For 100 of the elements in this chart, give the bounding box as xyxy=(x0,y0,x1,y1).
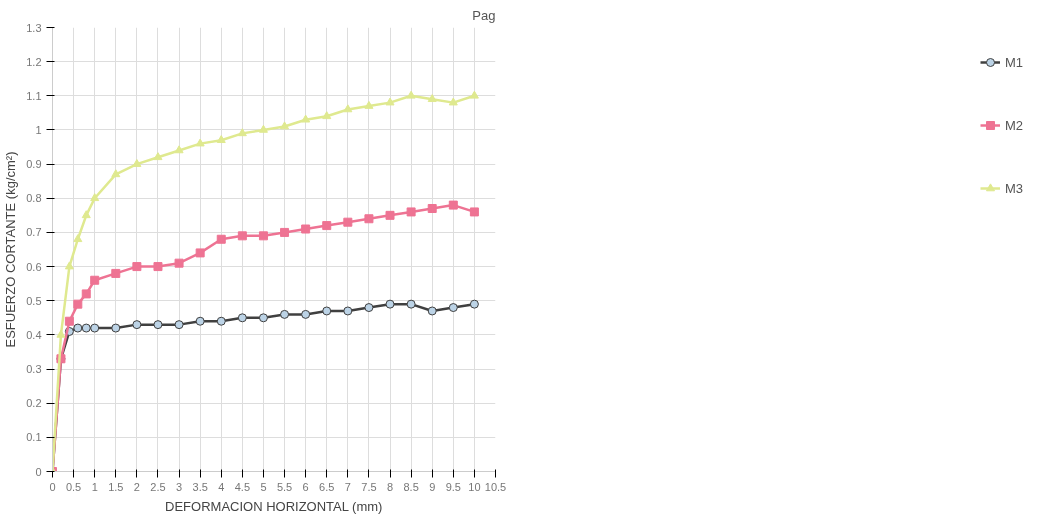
y-tick-label: 0.3 xyxy=(26,363,42,376)
point xyxy=(195,138,205,147)
point xyxy=(73,234,83,243)
x-tick-label: 2.5 xyxy=(150,480,166,493)
x-tick-label: 6.5 xyxy=(319,480,335,493)
legend-label: M1 xyxy=(1005,53,1025,72)
point xyxy=(216,316,226,326)
x-tick-label: 5.5 xyxy=(276,480,293,493)
x-tick-label: 0 xyxy=(49,480,56,493)
x-tick-label: 4 xyxy=(218,480,225,493)
point xyxy=(343,104,353,113)
y-axis-title: ESFUERZO CORTANTE (kg/cm²) xyxy=(3,151,19,348)
y-tick-label: 0.5 xyxy=(26,294,42,307)
point xyxy=(237,128,247,137)
x-tick-label: 7.5 xyxy=(361,480,377,493)
point xyxy=(195,316,205,326)
point xyxy=(280,121,290,130)
point xyxy=(153,152,163,161)
x-tick-label: 8 xyxy=(386,480,394,493)
point xyxy=(132,159,142,167)
point xyxy=(322,221,332,231)
y-tick-label: 0 xyxy=(35,465,42,478)
x-tick-label: 5 xyxy=(260,480,267,493)
point xyxy=(90,323,100,333)
point xyxy=(64,316,74,326)
point xyxy=(132,320,142,330)
point xyxy=(73,299,83,309)
point xyxy=(73,323,83,333)
point xyxy=(153,262,163,272)
legend-label: M3 xyxy=(1005,179,1025,198)
point xyxy=(427,204,437,214)
y-tick-label: 0.9 xyxy=(26,158,42,171)
point xyxy=(153,320,163,330)
x-tick-label: 9 xyxy=(429,480,436,493)
point xyxy=(469,299,479,309)
point xyxy=(174,145,184,154)
point xyxy=(469,207,479,217)
x-tick-label: 1.5 xyxy=(108,480,124,493)
y-tick-label: 1.3 xyxy=(26,21,42,34)
y-tick-label: 0.8 xyxy=(26,192,42,205)
point xyxy=(64,261,74,270)
point xyxy=(237,231,247,241)
y-tick-label: 0.1 xyxy=(26,431,42,444)
point xyxy=(427,306,437,316)
point xyxy=(322,306,332,316)
point xyxy=(448,200,458,210)
point xyxy=(364,100,374,109)
point xyxy=(258,313,268,323)
legend-label: M2 xyxy=(1005,116,1025,135)
point xyxy=(364,214,374,224)
point xyxy=(258,124,268,133)
point xyxy=(111,323,121,333)
point xyxy=(385,210,395,220)
x-tick-label: 1 xyxy=(91,480,98,493)
point xyxy=(406,90,416,99)
x-tick-label: 2 xyxy=(133,480,140,493)
point xyxy=(343,306,353,316)
x-tick-label: 7 xyxy=(344,480,351,493)
point xyxy=(343,217,353,227)
point xyxy=(195,248,205,258)
point xyxy=(216,234,226,244)
point xyxy=(237,313,247,323)
y-tick-label: 1.1 xyxy=(26,89,42,102)
point xyxy=(301,114,311,123)
point xyxy=(427,94,437,103)
point xyxy=(301,309,311,319)
y-tick-label: 0.6 xyxy=(26,260,42,273)
point xyxy=(280,309,290,319)
point xyxy=(174,258,184,268)
x-tick-label: 10.5 xyxy=(484,480,507,493)
point xyxy=(216,135,226,144)
text: Pag xyxy=(472,7,496,23)
point xyxy=(81,323,91,333)
point xyxy=(469,90,479,99)
point xyxy=(406,299,416,309)
y-tick-label: 1 xyxy=(35,123,42,136)
x-tick-label: 8.5 xyxy=(403,480,419,493)
x-tick-label: 3.5 xyxy=(192,480,208,493)
point xyxy=(385,299,395,309)
y-tick-label: 1.2 xyxy=(26,55,42,68)
point xyxy=(280,227,290,237)
x-tick-label: 6 xyxy=(302,480,309,493)
x-tick-label: 10 xyxy=(468,480,481,493)
point xyxy=(111,268,121,278)
y-tick-label: 0.2 xyxy=(26,397,42,410)
point xyxy=(258,231,268,241)
x-tick-label: 9.5 xyxy=(445,480,461,493)
x-tick-label: 0.5 xyxy=(65,480,82,493)
point xyxy=(448,303,458,313)
point xyxy=(132,262,142,272)
x-axis-title: DEFORMACION HORIZONTAL (mm) xyxy=(165,498,383,514)
x-tick-label: 3 xyxy=(176,480,183,493)
point xyxy=(111,169,121,178)
point xyxy=(81,210,91,219)
y-tick-label: 0.4 xyxy=(26,328,42,341)
point xyxy=(364,303,374,313)
point xyxy=(174,320,184,330)
point xyxy=(301,224,311,234)
point xyxy=(406,207,416,217)
point xyxy=(322,111,332,120)
